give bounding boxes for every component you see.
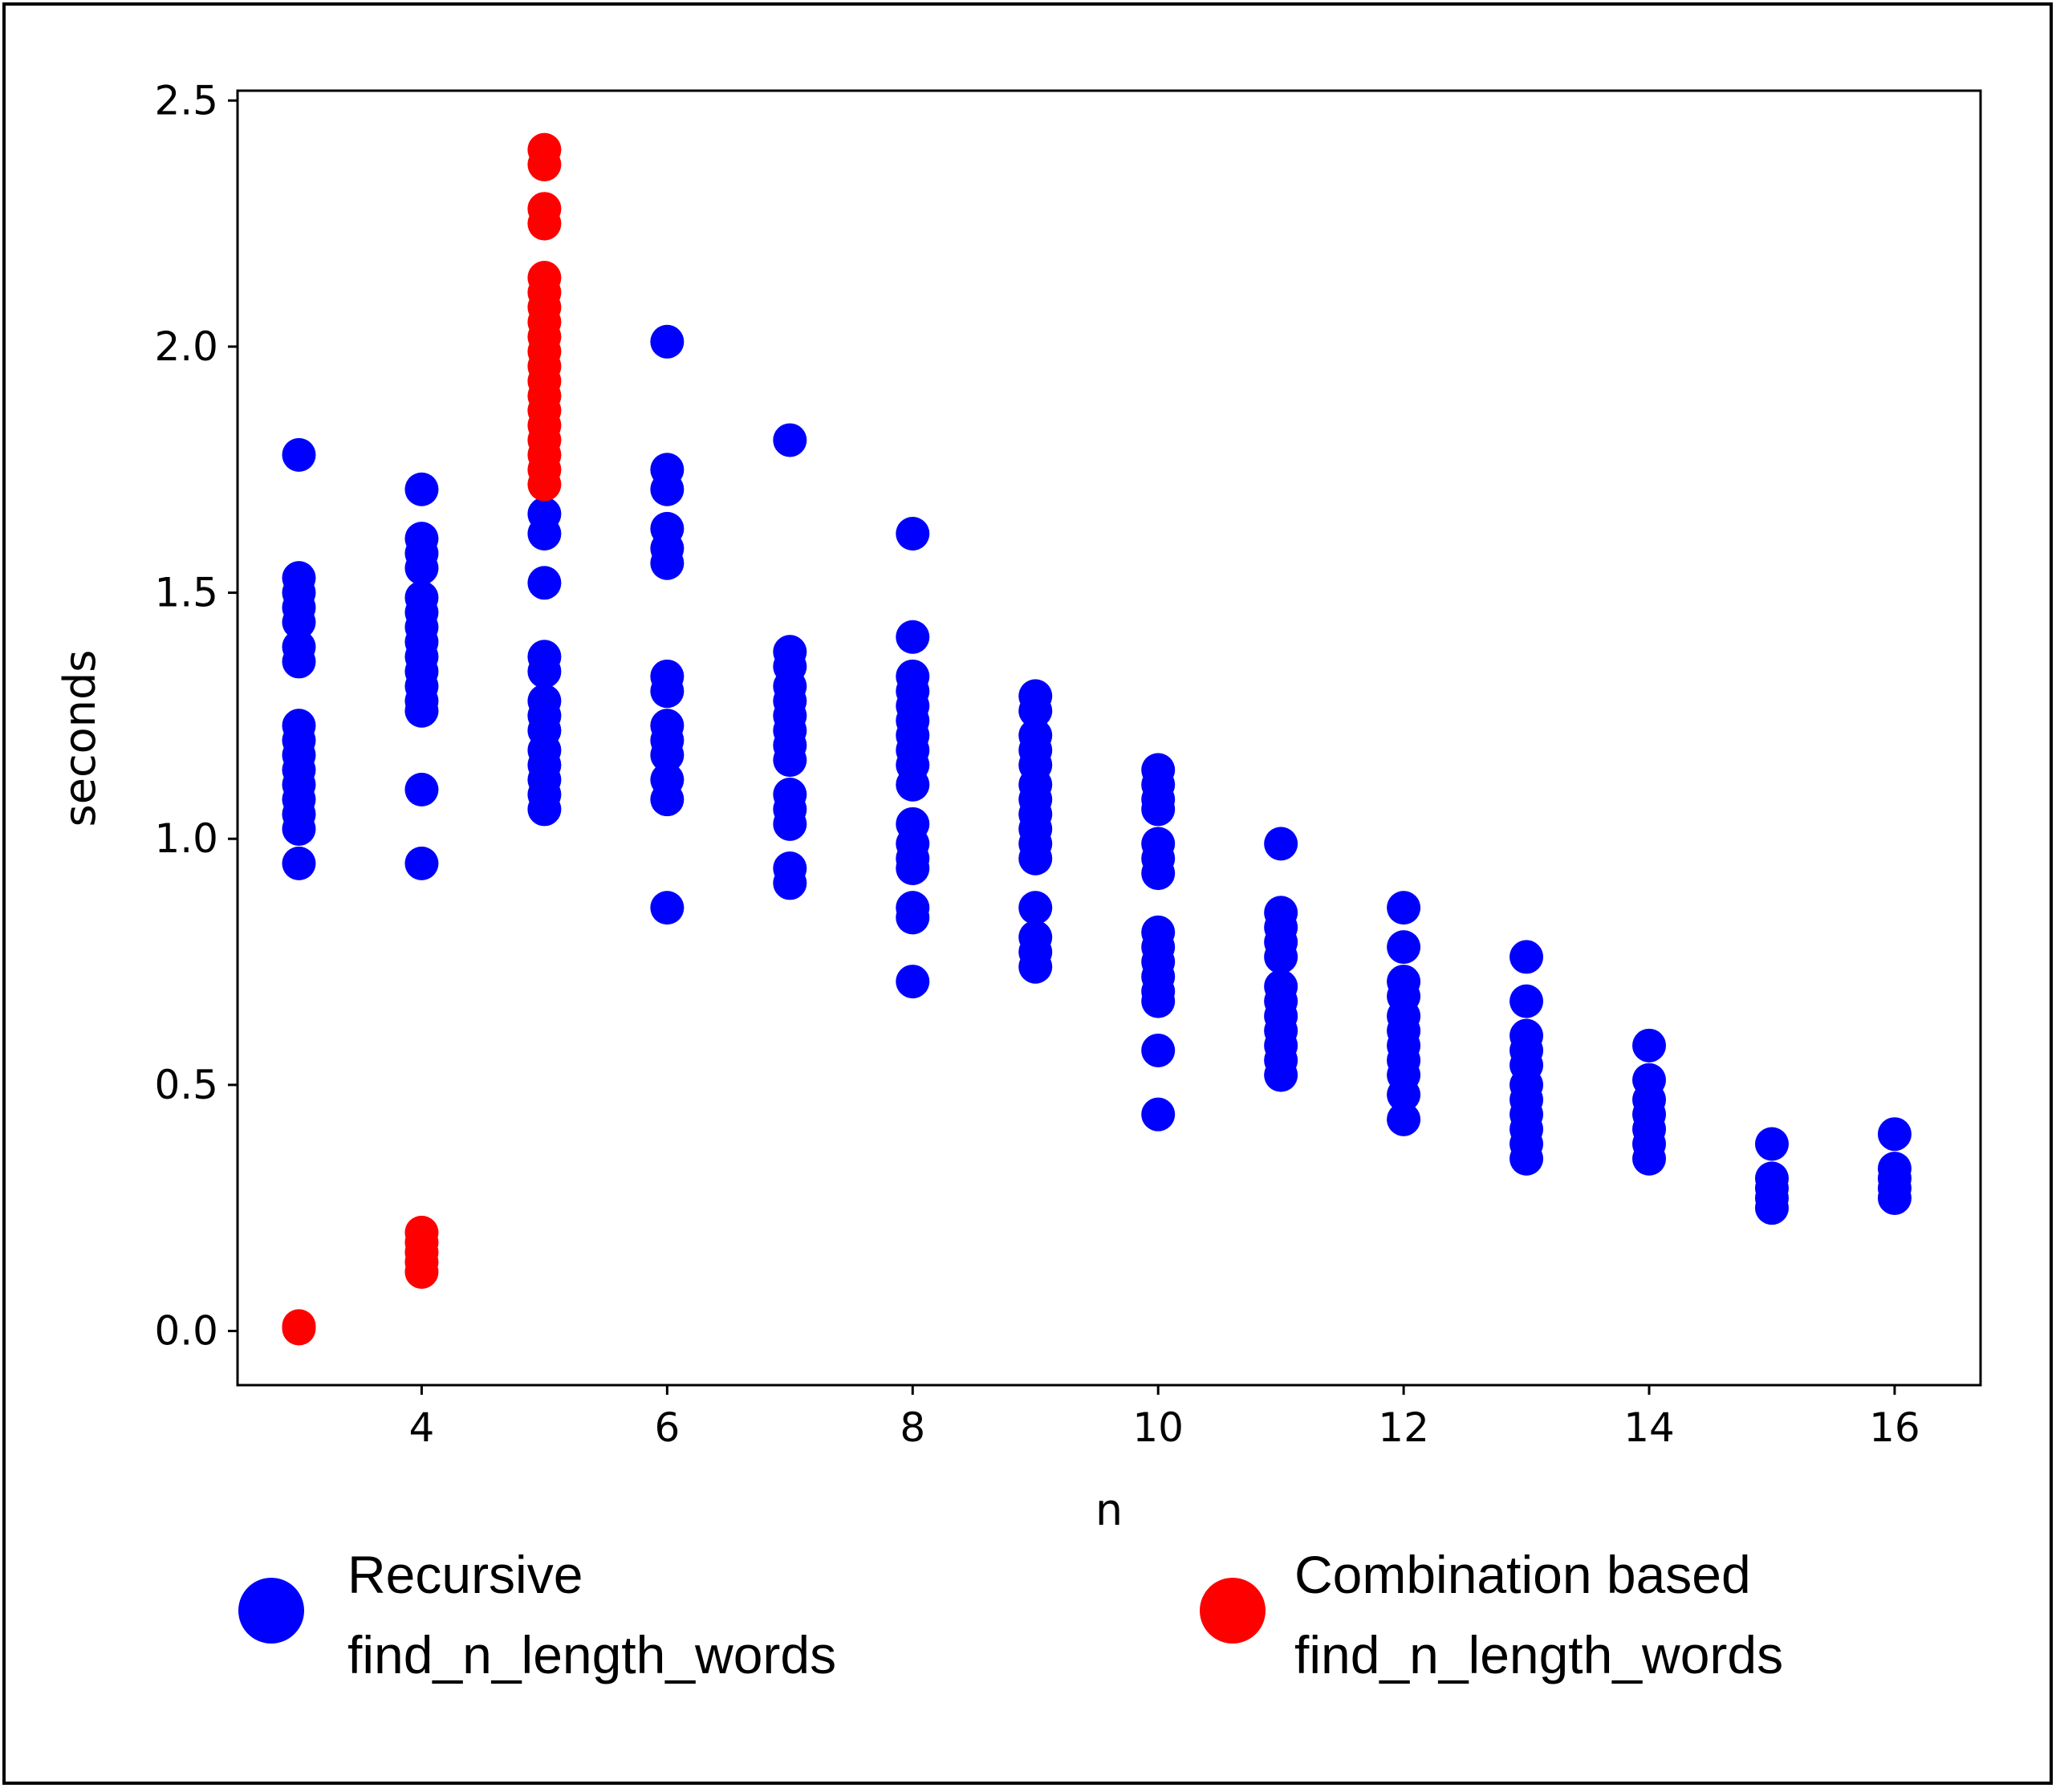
x-tick-label: 16	[1869, 1404, 1920, 1451]
legend-label-recursive-line2: find_n_length_words	[347, 1625, 836, 1684]
y-tick-label: 2.0	[154, 323, 218, 370]
data-point-recursive	[404, 551, 439, 585]
x-tick-label: 6	[654, 1404, 680, 1451]
data-point-recursive	[527, 566, 562, 600]
data-point-recursive	[896, 851, 930, 886]
data-point-combination	[404, 1254, 439, 1289]
data-point-recursive	[773, 866, 807, 900]
data-point-recursive	[404, 846, 439, 880]
data-point-recursive	[1754, 1191, 1789, 1225]
data-point-recursive	[1141, 984, 1176, 1018]
data-point-recursive	[896, 965, 930, 999]
data-point-recursive	[773, 807, 807, 841]
x-tick-label: 10	[1132, 1404, 1184, 1451]
data-point-recursive	[1018, 949, 1053, 984]
legend: Recursive find_n_length_words Combinatio…	[238, 1545, 1783, 1684]
data-point-recursive	[650, 324, 685, 359]
data-point-recursive	[1754, 1127, 1789, 1161]
data-point-recursive	[1387, 1102, 1421, 1136]
data-point-recursive	[527, 654, 562, 689]
data-point-recursive	[1387, 891, 1421, 925]
data-point-recursive	[773, 743, 807, 778]
data-point-recursive	[527, 516, 562, 551]
data-point-recursive	[282, 644, 316, 679]
data-point-recursive	[650, 782, 685, 817]
x-tick-label: 12	[1378, 1404, 1429, 1451]
data-point-recursive	[1387, 930, 1421, 965]
data-point-recursive	[1509, 940, 1544, 974]
x-tick-label: 8	[900, 1404, 925, 1451]
data-points	[282, 132, 1912, 1346]
data-point-recursive	[404, 472, 439, 506]
y-tick-label: 1.0	[154, 815, 218, 862]
x-tick-label: 4	[409, 1404, 435, 1451]
y-axis-label: seconds	[55, 650, 105, 827]
data-point-recursive	[282, 846, 316, 880]
data-point-recursive	[1141, 1097, 1176, 1132]
data-point-recursive	[1509, 984, 1544, 1018]
data-point-recursive	[1141, 856, 1176, 891]
data-point-recursive	[1264, 940, 1298, 974]
data-point-recursive	[896, 900, 930, 935]
data-point-recursive	[1632, 1028, 1667, 1063]
x-axis-ticks: 4 6 8 10 12 14 16	[409, 1385, 1920, 1451]
data-point-recursive	[1018, 891, 1053, 925]
data-point-recursive	[896, 767, 930, 802]
data-point-recursive	[1264, 1058, 1298, 1092]
y-tick-label: 0.0	[154, 1308, 218, 1355]
x-axis-label: n	[1095, 1485, 1123, 1535]
data-point-recursive	[650, 674, 685, 709]
y-tick-label: 2.5	[154, 77, 218, 124]
data-point-combination	[527, 147, 562, 181]
data-point-recursive	[1387, 1078, 1421, 1112]
data-point-recursive	[1877, 1117, 1912, 1152]
legend-marker-combination	[1200, 1578, 1266, 1644]
data-point-recursive	[773, 423, 807, 457]
data-point-recursive	[1141, 792, 1176, 827]
legend-label-combination-line2: find_n_length_words	[1294, 1625, 1783, 1684]
data-point-recursive	[1509, 1141, 1544, 1176]
y-tick-label: 0.5	[154, 1062, 218, 1108]
data-point-recursive	[1018, 693, 1053, 728]
legend-marker-recursive	[238, 1578, 304, 1644]
data-point-recursive	[404, 772, 439, 807]
data-point-recursive	[282, 437, 316, 472]
data-point-recursive	[282, 811, 316, 846]
y-tick-label: 1.5	[154, 570, 218, 616]
data-point-recursive	[1018, 841, 1053, 876]
data-point-recursive	[527, 792, 562, 827]
plot-area	[236, 89, 1982, 1387]
y-axis-ticks: 0.0 0.5 1.0 1.5 2.0 2.5	[154, 77, 238, 1355]
data-point-recursive	[650, 546, 685, 580]
data-point-recursive	[1141, 1033, 1176, 1067]
data-point-recursive	[650, 891, 685, 925]
data-point-recursive	[896, 620, 930, 654]
data-point-recursive	[1264, 827, 1298, 861]
legend-label-recursive-line1: Recursive	[347, 1545, 583, 1604]
data-point-recursive	[404, 693, 439, 728]
x-tick-label: 14	[1623, 1404, 1675, 1451]
data-point-combination	[282, 1311, 316, 1346]
data-point-recursive	[650, 472, 685, 506]
data-point-recursive	[1632, 1141, 1667, 1176]
data-point-combination	[527, 206, 562, 241]
legend-label-combination-line1: Combination based	[1294, 1545, 1751, 1604]
data-point-recursive	[650, 738, 685, 772]
data-point-recursive	[1877, 1180, 1912, 1215]
data-point-combination	[527, 467, 562, 502]
data-point-recursive	[282, 605, 316, 640]
data-point-recursive	[896, 516, 930, 551]
